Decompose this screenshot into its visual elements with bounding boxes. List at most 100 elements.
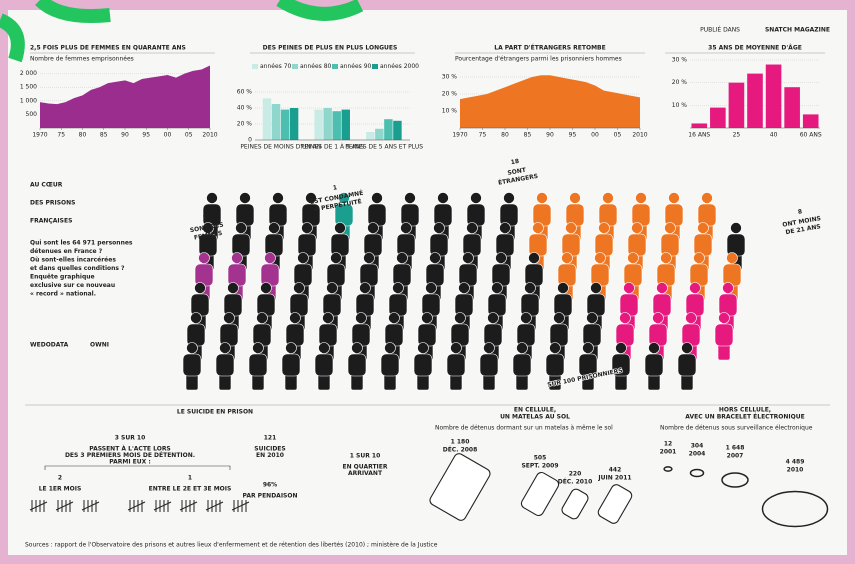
bracelet-date: 2001 [660,449,677,456]
figure-head [624,283,635,294]
chart-subtitle: Nombre de femmes emprisonnées [30,56,134,63]
figure-body [715,324,733,346]
figure-head [290,313,301,324]
figure-head [360,283,371,294]
stat: 3 SUR 10 [115,435,146,442]
figure-head [199,253,210,264]
bar [803,114,819,128]
figure-head [591,283,602,294]
credit: OWNI [90,342,109,349]
figure-head [517,343,528,354]
x-tick-label: 95 [569,132,577,139]
figure-head [537,193,548,204]
bar [710,108,726,128]
figure-head [434,223,445,234]
x-tick-label: 00 [591,132,599,139]
bar [766,65,782,128]
figure-head [731,223,742,234]
figure-head [521,313,532,324]
figure-head [636,193,647,204]
y-tick-label: 1 500 [20,84,37,91]
mattress-value: 1 180 [451,439,470,446]
bar [366,132,374,140]
bar [393,121,401,140]
chart-title: DES PEINES DE PLUS EN PLUS LONGUES [263,45,398,52]
figure-body [249,354,267,376]
y-tick-label: 10 % [442,108,458,115]
bar [281,110,289,140]
figure-head [533,223,544,234]
bracelet-value: 4 489 [786,459,805,466]
bracelet-value: 12 [664,441,672,448]
figure-head [661,253,672,264]
legend-label: années 70 [260,63,292,70]
figure-body [414,354,432,376]
x-tick-label: 25 [733,132,741,139]
section-title: HORS CELLULE, [719,407,771,414]
figure-head [356,313,367,324]
x-tick-label: 85 [100,132,108,139]
bracelet-date: 2007 [727,453,744,460]
figure-head [418,343,429,354]
figure-head [525,283,536,294]
stat: 2 [58,475,62,482]
section-title: LE SUICIDE EN PRISON [177,409,253,416]
bracelet-date: 2004 [689,451,706,458]
figure-head [327,283,338,294]
y-tick-label: 2 000 [20,70,37,77]
figure-head [228,283,239,294]
legend-swatch [292,64,298,69]
bracelet-value: 304 [691,443,704,450]
legend-swatch [332,64,338,69]
figure-head [570,193,581,204]
y-tick-label: 30 % [442,74,458,81]
figure-head [616,343,627,354]
bracelet-value: 1 648 [726,445,745,452]
mattress-value: 442 [609,467,622,474]
infographic: PUBLIÉ DANSSNATCH MAGAZINEAU CŒURDES PRI… [0,0,855,564]
bar [314,110,322,140]
figure-head [488,313,499,324]
publisher: SNATCH MAGAZINE [765,27,830,34]
bar [747,74,763,128]
figure-head [467,223,478,234]
group-count: 18 [510,158,519,166]
figure-head [232,253,243,264]
y-tick-label: 1 000 [20,97,37,104]
bar [384,119,392,140]
intro: Où sont-elles incarcérées [30,257,116,264]
stat-text: PAR PENDAISON [242,493,297,500]
figure-head [504,193,515,204]
figure-head [352,343,363,354]
figure-head [686,313,697,324]
figure-head [455,313,466,324]
legend-label: années 2000 [380,63,419,70]
y-tick-label: 20 % [237,121,253,128]
chart-title: 35 ANS DE MOYENNE D'ÂGE [708,45,802,52]
figure-head [426,283,437,294]
figure-head [422,313,433,324]
headline: FRANÇAISES [30,218,72,225]
figure-head [253,343,264,354]
figure-head [657,283,668,294]
y-tick-label: 60 % [237,89,253,96]
x-tick-label: 05 [185,132,193,139]
figure-head [665,223,676,234]
figure-head [331,253,342,264]
bar [375,129,383,140]
figure-head [236,223,247,234]
figure-head [500,223,511,234]
figure-body [480,354,498,376]
figure-head [430,253,441,264]
bar [729,83,745,128]
figure-head [669,193,680,204]
stat: 121 [264,435,277,442]
chart-subtitle: Pourcentage d'étrangers parmi les prison… [455,56,622,63]
x-tick-label: PEINES DE 5 ANS ET PLUS [345,144,423,151]
section-title: AVEC UN BRACELET ÉLECTRONIQUE [685,413,804,421]
intro: « record » national. [30,291,96,298]
figure-head [298,253,309,264]
bar [263,98,271,140]
y-tick-label: 20 % [442,91,458,98]
figure-head [682,343,693,354]
